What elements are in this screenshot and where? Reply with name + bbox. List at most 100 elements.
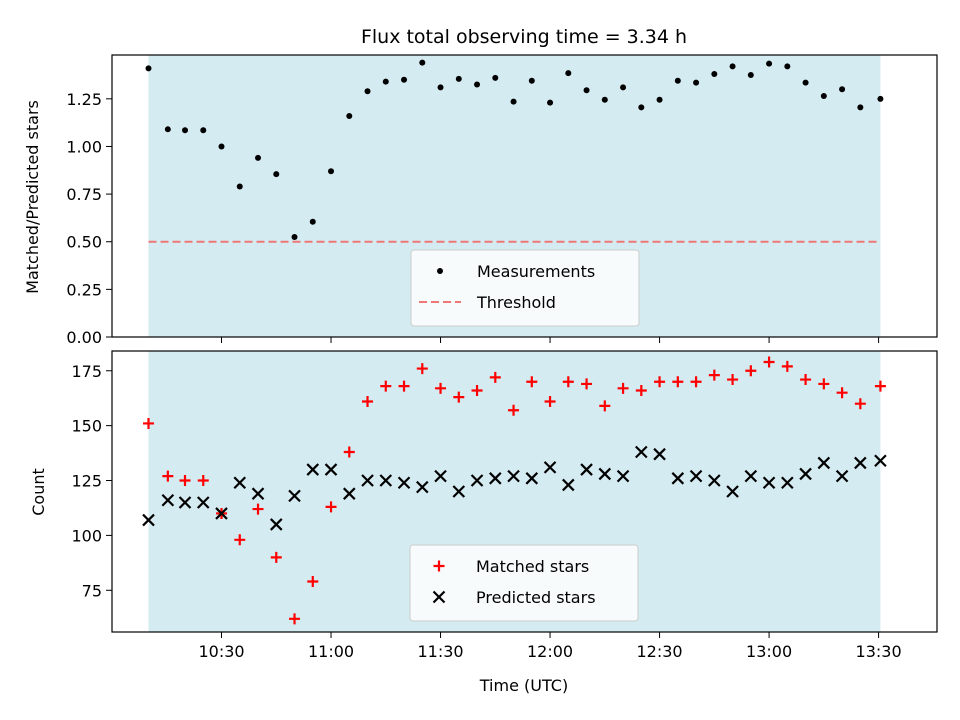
x-point-1-1-22 <box>543 461 557 474</box>
dot-point-0-0-6 <box>255 154 262 161</box>
x-point-1-1-12 <box>361 474 374 487</box>
x-point-1-1-20 <box>507 469 520 483</box>
y-tick-label: 125 <box>71 472 102 491</box>
x-point-1-1-26 <box>616 469 630 483</box>
plus-point-1-0-27 <box>635 385 647 397</box>
x-point-1-1-1 <box>161 494 175 507</box>
plus-point-1-0-33 <box>745 365 757 377</box>
dot-point-0-0-37 <box>820 92 827 99</box>
ylabel-ratio: Matched/Predicted stars <box>23 100 42 294</box>
x-point-1-1-23 <box>562 478 575 492</box>
x-tick-label: 11:30 <box>417 642 463 661</box>
plus-point-1-0-25 <box>599 400 611 412</box>
ylabel-count: Count <box>29 468 48 516</box>
plus-point-1-0-37 <box>818 378 830 390</box>
plus-point-1-0-1 <box>162 470 174 482</box>
plus-point-1-0-23 <box>562 376 574 388</box>
axes-frame <box>111 54 938 338</box>
dot-point-0-0-5 <box>236 183 243 190</box>
x-point-1-1-31 <box>708 474 721 487</box>
x-point-1-1-30 <box>689 469 703 483</box>
plus-point-1-0-6 <box>252 503 264 515</box>
axes-frame <box>111 350 938 633</box>
plus-point-1-0-39 <box>854 398 866 410</box>
legend-box <box>409 544 639 622</box>
dot-point-0-0-31 <box>711 71 718 78</box>
y-tick-label: 1.25 <box>66 90 102 109</box>
x-point-1-1-0 <box>142 513 155 527</box>
legend-label: Predicted stars <box>476 588 596 607</box>
plus-point-1-0-12 <box>362 395 374 407</box>
x-point-1-1-14 <box>397 476 411 489</box>
plus-point-1-0-18 <box>471 385 483 397</box>
plus-point-1-0-2 <box>179 475 191 487</box>
dot-point-0-0-8 <box>291 233 298 240</box>
x-point-1-1-8 <box>288 489 301 503</box>
x-point-1-1-6 <box>251 487 265 500</box>
dot-point-0-0-16 <box>437 84 444 91</box>
dot-point-0-0-21 <box>528 77 535 84</box>
y-tick-label: 75 <box>82 581 102 600</box>
y-tick-label: 150 <box>71 417 102 436</box>
x-point-1-1-35 <box>781 476 794 489</box>
x-point-1-1-24 <box>580 463 593 476</box>
dot-point-0-0-14 <box>401 76 408 83</box>
dot-point-0-0-25 <box>601 96 608 103</box>
x-point-1-1-16 <box>434 469 447 483</box>
dot-point-0-0-17 <box>455 75 462 82</box>
dot-point-0-0-2 <box>182 127 189 134</box>
plus-point-1-0-8 <box>289 613 301 625</box>
dot-point-0-0-10 <box>328 168 335 175</box>
ratio-panel: 0.00 0.25 0.50 0.75 1.00 1.25 Measurements Thre… <box>66 54 938 347</box>
dot-point-0-0-9 <box>309 218 316 225</box>
dot-point-0-0-32 <box>729 63 736 70</box>
dot-point-0-0-24 <box>583 87 590 94</box>
dot-point-0-0-0 <box>145 65 152 72</box>
x-tick-label: 13:00 <box>746 642 792 661</box>
plus-point-1-0-32 <box>727 374 739 386</box>
x-point-1-1-19 <box>489 472 502 485</box>
plus-point-1-0-19 <box>489 371 501 383</box>
dot-point-0-0-34 <box>766 60 773 67</box>
plus-point-1-0-26 <box>617 382 629 394</box>
x-point-1-1-25 <box>598 467 612 481</box>
plus-point-1-0-22 <box>544 395 556 407</box>
dot-point-0-0-26 <box>620 84 627 91</box>
x-point-1-1-9 <box>306 463 320 476</box>
dot-point-0-0-15 <box>419 59 426 66</box>
legend-label: Matched stars <box>476 557 589 576</box>
x-tick-label: 12:00 <box>527 642 573 661</box>
dot-point-0-0-38 <box>839 86 846 93</box>
plus-point-1-0-30 <box>690 376 702 388</box>
plus-point-1-0-35 <box>781 360 793 372</box>
y-tick-label: 0.00 <box>66 328 102 347</box>
x-point-1-1-33 <box>744 469 758 483</box>
x-point-1-1-18 <box>470 474 484 487</box>
x-point-1-1-29 <box>671 472 685 485</box>
x-point-1-1-4 <box>215 507 228 520</box>
x-point-1-1-34 <box>762 476 776 489</box>
dot-point-0-0-27 <box>638 104 645 111</box>
x-point-1-1-3 <box>196 496 210 509</box>
dot-point-0-0-22 <box>547 99 554 106</box>
plus-point-1-0-29 <box>672 376 684 388</box>
dot-point-0-0-19 <box>492 74 499 81</box>
legend-swatch-x <box>432 590 446 604</box>
xlabel: Time (UTC) <box>479 676 568 695</box>
x-point-1-1-17 <box>452 485 466 498</box>
plus-point-1-0-11 <box>343 446 355 458</box>
chart-title: Flux total observing time = 3.34 h <box>361 26 687 48</box>
plus-point-1-0-10 <box>325 501 337 513</box>
legend-swatch-plus <box>433 560 445 572</box>
plus-point-1-0-31 <box>708 369 720 381</box>
x-point-1-1-11 <box>343 487 356 500</box>
x-point-1-1-5 <box>233 476 247 489</box>
dot-point-0-0-18 <box>474 81 481 88</box>
x-point-1-1-15 <box>416 480 429 494</box>
dot-point-0-0-33 <box>747 72 754 79</box>
plus-point-1-0-40 <box>874 380 886 392</box>
plus-point-1-0-14 <box>398 380 410 392</box>
x-point-1-1-2 <box>178 496 192 509</box>
y-tick-label: 0.50 <box>66 233 102 252</box>
